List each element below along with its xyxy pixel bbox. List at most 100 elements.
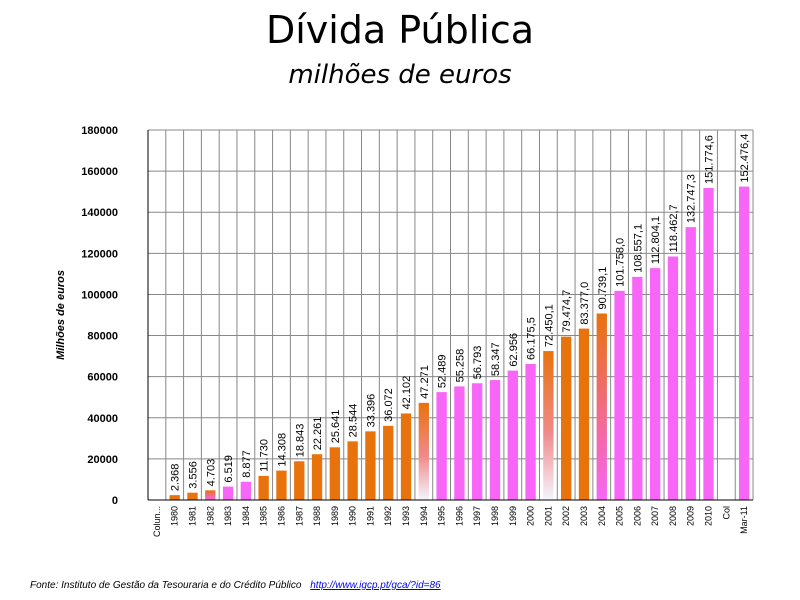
x-tick-label: 1980 [170,506,180,526]
bar [543,351,554,500]
bar-value-label: 2.368 [170,464,182,492]
x-tick-label: 1987 [294,506,304,526]
bar-value-label: 47.271 [419,365,431,399]
bar-value-label: 3.556 [187,461,199,489]
x-tick-label: 1993 [401,506,411,526]
bar [294,461,305,500]
x-tick-label: 1992 [383,506,393,526]
x-tick-label: Mar-11 [739,506,749,534]
x-tick-label: 2003 [579,506,589,526]
y-tick-label: 160000 [81,166,118,178]
x-tick-label: 1988 [312,506,322,526]
bar-value-label: 58.347 [490,342,502,376]
bar [667,256,679,500]
bar-value-label: 132.747,3 [686,174,698,223]
bar [454,386,465,500]
bar-value-label: 152.476,4 [739,134,751,183]
bar-value-label: 151.774,6 [704,135,716,184]
source-note: Fonte: Instituto de Gestão da Tesouraria… [30,580,441,591]
bar-value-label: 108.557,1 [632,224,644,273]
chart-title: Dívida Pública [265,8,535,52]
x-tick-label: 2001 [543,506,553,526]
bar-value-label: 62.956 [508,333,520,367]
y-tick-label: 120000 [81,248,118,260]
bar [240,481,252,500]
x-tick-label: 1999 [508,506,518,526]
axes: 0 20000 40000 60000 80000 100000 120000 140000 1… [81,125,753,537]
x-tick-label: 2004 [597,506,607,526]
bar [365,431,376,500]
x-tick-label: 1998 [490,506,500,526]
bar-value-label: 112.804,1 [650,216,662,264]
bar-value-label: 56.793 [472,346,484,380]
bar-value-label: 83.377,0 [579,282,591,325]
bar-value-label: 18.843 [294,424,306,458]
bars [169,186,750,501]
x-tick-label: Colun... [152,506,162,537]
bar-value-label: 4.703 [205,459,217,487]
bar-value-label: 79.474,7 [561,290,573,333]
x-tick-label: 1981 [187,506,197,526]
source-link[interactable]: http://www.igcp.pt/gca/?id=86 [310,580,441,591]
x-tick-label: 2002 [561,506,571,526]
x-tick-label: 1997 [472,506,482,526]
bar [596,313,607,500]
bar [649,268,661,500]
bar [472,383,483,500]
bar [383,425,394,500]
x-tick-label: 1986 [276,506,286,526]
bar [311,454,323,500]
bar [489,380,501,500]
bar [347,441,358,500]
bar-value-label: 36.072 [383,388,395,422]
y-tick-label: 60000 [87,372,118,384]
bar [329,447,341,500]
y-tick-label: 40000 [87,413,118,425]
bar [418,402,429,500]
bar [169,495,180,500]
x-tick-label: 1989 [330,506,340,526]
bar-value-label: 55.258 [454,349,466,383]
x-tick-label: 2007 [650,506,660,526]
x-tick-label: 2008 [668,506,678,526]
bar-value-label: 28.544 [348,404,360,438]
bar [561,336,572,500]
x-tick-label: 2010 [704,506,714,526]
y-tick-label: 180000 [81,125,118,137]
x-tick-label: 1982 [205,506,215,526]
chart-subtitle: milhões de euros [288,60,512,90]
x-tick-label: 2009 [686,506,696,526]
x-tick-label: 1983 [223,506,233,526]
y-tick-label: 0 [112,495,118,507]
grid [147,129,754,501]
bar-value-label: 33.396 [365,394,377,428]
x-tick-label: 1984 [241,506,251,526]
y-tick-label: 140000 [81,207,118,219]
x-tick-label: 2005 [615,506,625,526]
bar [222,486,234,500]
bar-value-label: 22.261 [312,417,324,451]
bar-value-label: 101.758,0 [615,238,627,287]
bar-value-label: 118.462,7 [668,204,680,252]
bar-value-label: 42.102 [401,376,413,410]
x-tick-label: 1996 [454,506,464,526]
bar-value-label: 25.641 [330,410,342,444]
source-text: Fonte: Instituto de Gestão da Tesouraria… [30,580,302,591]
bar [436,392,447,500]
bar-value-label: 14.308 [276,433,288,467]
bar [738,186,750,500]
bar [507,370,518,500]
bar [525,363,536,500]
bar [205,490,216,500]
bar [632,276,643,500]
bar-value-label: 6.519 [223,455,235,483]
bar-value-label: 66.175,5 [526,317,538,360]
bar [187,492,198,500]
x-tick-label: 1990 [348,506,358,526]
x-tick-label: 2000 [526,506,536,526]
x-tick-label: 1985 [259,506,269,526]
bar [685,227,696,500]
bar-value-label: 11.730 [259,439,271,472]
x-tick-label: 1991 [365,506,375,526]
